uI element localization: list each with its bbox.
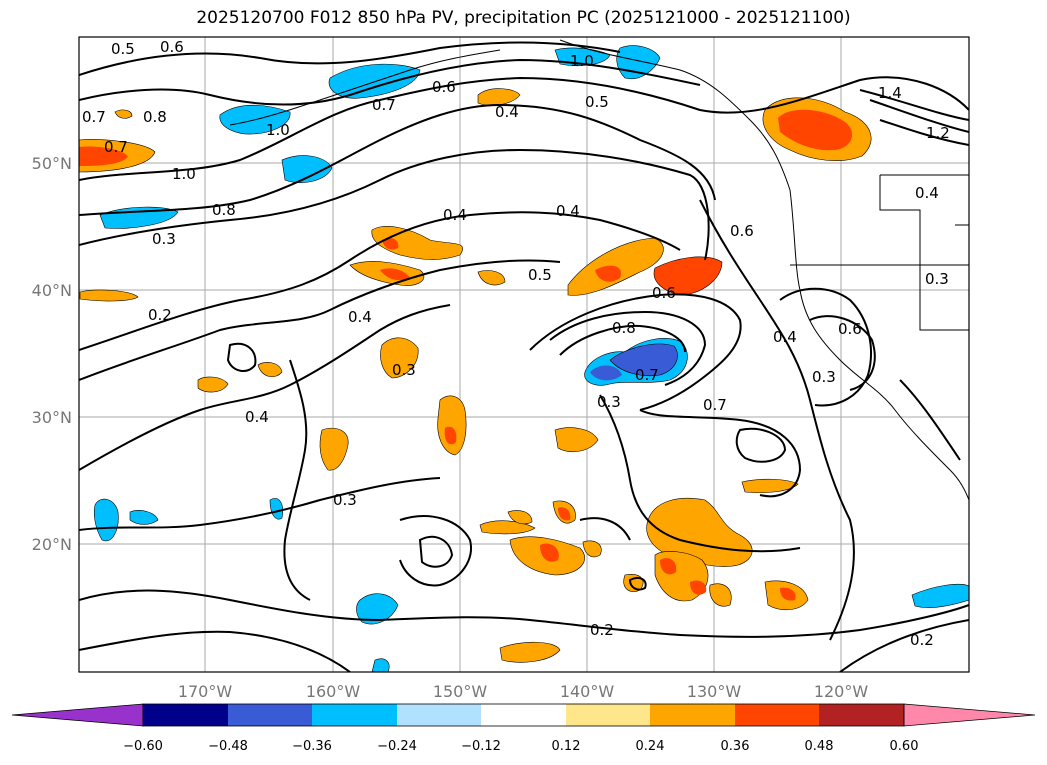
contour-label: 1.0 <box>266 121 290 139</box>
contour-label: 0.5 <box>585 93 609 111</box>
contour-label: 0.6 <box>838 320 862 338</box>
contour-label: 0.6 <box>652 284 676 302</box>
contour-label: 1.0 <box>172 165 196 183</box>
colorbar-tick-label: −0.12 <box>461 739 501 754</box>
coastline <box>229 39 969 501</box>
colorbar-segment <box>143 704 228 726</box>
colorbar-tick-label: 0.60 <box>890 739 919 754</box>
contour-label: 0.5 <box>528 266 552 284</box>
contour-label: 0.7 <box>635 366 659 384</box>
contour-label: 0.3 <box>152 230 176 248</box>
contour-label: 0.4 <box>495 103 519 121</box>
longitude-labels: 170°W 160°W 150°W 140°W 130°W 120°W <box>178 682 869 701</box>
colorbar-segment <box>228 704 312 726</box>
colorbar-extend-low <box>11 703 144 727</box>
colorbar-tick-label: 0.36 <box>721 739 750 754</box>
contour-label: 0.4 <box>556 202 580 220</box>
contour-label: 0.4 <box>773 328 797 346</box>
contour-label: 0.6 <box>432 78 456 96</box>
contour-label: 0.2 <box>148 306 172 324</box>
contour-label: 0.7 <box>104 138 128 156</box>
colorbar: −0.60 −0.48 −0.36 −0.24 −0.12 0.12 0.24 … <box>11 703 1036 754</box>
contour-label: 0.4 <box>245 408 269 426</box>
lat-label-50n: 50°N <box>32 154 72 173</box>
colorbar-segment <box>312 704 397 726</box>
contour-label: 0.5 <box>111 40 135 58</box>
contour-labels: 0.5 0.6 0.7 0.8 0.7 1.0 0.7 0.6 1.0 0.4 … <box>82 38 950 649</box>
lat-label-20n: 20°N <box>32 535 72 554</box>
contour-label: 0.4 <box>915 184 939 202</box>
contour-label: 1.2 <box>926 124 950 142</box>
lon-label-120w: 120°W <box>814 682 869 701</box>
lat-label-30n: 30°N <box>32 408 72 427</box>
colorbar-segment <box>481 704 566 726</box>
contour-label: 0.4 <box>443 206 467 224</box>
map-title: 2025120700 F012 850 hPa PV, precipitatio… <box>196 8 851 28</box>
contour-label: 0.4 <box>348 308 372 326</box>
contour-label: 0.6 <box>160 38 184 56</box>
contour-label: 0.7 <box>372 96 396 114</box>
lon-label-170w: 170°W <box>178 682 233 701</box>
lon-label-160w: 160°W <box>306 682 361 701</box>
contour-label: 0.8 <box>212 201 236 219</box>
contour-label: 0.8 <box>612 319 636 337</box>
contour-label: 0.6 <box>730 222 754 240</box>
contour-label: 0.2 <box>910 631 934 649</box>
colorbar-tick-label: −0.60 <box>123 739 163 754</box>
colorbar-tick-label: −0.48 <box>208 739 248 754</box>
colorbar-extend-high <box>903 703 1036 727</box>
contour-label: 0.7 <box>703 396 727 414</box>
contour-label: 1.0 <box>570 52 594 70</box>
lon-label-140w: 140°W <box>560 682 615 701</box>
contour-label: 0.3 <box>333 491 357 509</box>
contour-label: 0.8 <box>143 108 167 126</box>
colorbar-tick-label: 0.48 <box>805 739 834 754</box>
contour-label: 0.2 <box>590 621 614 639</box>
colorbar-segment <box>566 704 650 726</box>
colorbar-segment <box>650 704 735 726</box>
contour-label: 0.7 <box>82 108 106 126</box>
contour-label: 0.3 <box>597 393 621 411</box>
colorbar-tick-label: 0.24 <box>636 739 665 754</box>
contour-label: 0.3 <box>392 361 416 379</box>
colorbar-segment <box>397 704 481 726</box>
colorbar-segment <box>735 704 819 726</box>
contour-label: 1.4 <box>878 84 902 102</box>
lat-label-40n: 40°N <box>32 281 72 300</box>
contour-label: 0.3 <box>925 270 949 288</box>
colorbar-tick-label: −0.24 <box>377 739 417 754</box>
latitude-labels: 50°N 40°N 30°N 20°N <box>32 154 72 554</box>
contour-label: 0.3 <box>812 368 836 386</box>
pv-contours <box>79 41 969 672</box>
map-frame <box>78 36 970 673</box>
colorbar-tick-label: −0.36 <box>292 739 332 754</box>
colorbar-tick-label: 0.12 <box>552 739 581 754</box>
colorbar-segment <box>819 704 904 726</box>
lon-label-150w: 150°W <box>433 682 488 701</box>
lon-label-130w: 130°W <box>687 682 742 701</box>
